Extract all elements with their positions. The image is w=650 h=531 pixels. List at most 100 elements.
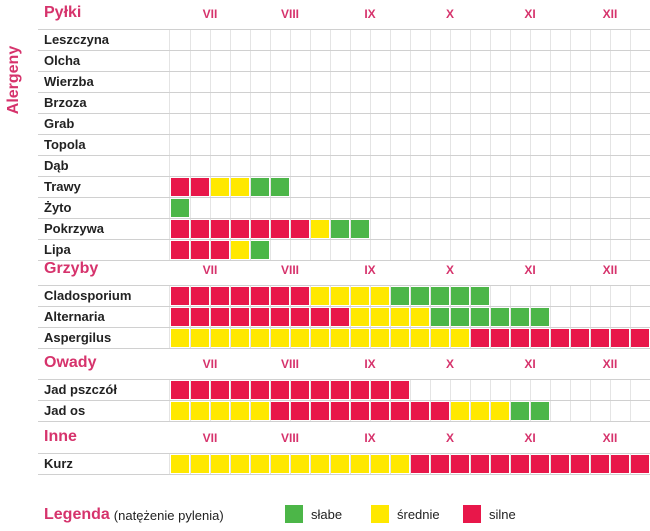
intensity-cells bbox=[169, 30, 650, 50]
grid-line bbox=[470, 219, 471, 239]
grid-line bbox=[570, 307, 571, 327]
intensity-cell-strong bbox=[491, 455, 509, 473]
grid-line bbox=[350, 177, 351, 197]
intensity-cell-medium bbox=[251, 329, 269, 347]
grid-line bbox=[350, 114, 351, 134]
grid-line bbox=[390, 51, 391, 71]
grid-line bbox=[210, 177, 211, 197]
grid-line bbox=[630, 114, 631, 134]
grid-line bbox=[270, 72, 271, 92]
grid-line bbox=[470, 240, 471, 260]
intensity-cell-medium bbox=[351, 455, 369, 473]
grid-line bbox=[450, 198, 451, 218]
grid-line bbox=[470, 93, 471, 113]
month-label: X bbox=[445, 431, 454, 445]
month-label: VIII bbox=[280, 7, 299, 21]
grid-line bbox=[210, 240, 211, 260]
grid-line bbox=[169, 219, 170, 239]
grid-line bbox=[230, 198, 231, 218]
grid-line bbox=[530, 454, 531, 474]
intensity-cell-strong bbox=[291, 308, 309, 326]
grid-line bbox=[490, 328, 491, 348]
allergen-grid-inne: Kurz bbox=[38, 453, 650, 475]
intensity-cell-strong bbox=[371, 402, 389, 420]
intensity-cell-strong bbox=[531, 455, 549, 473]
intensity-cells bbox=[169, 72, 650, 92]
intensity-cell-strong bbox=[211, 241, 229, 259]
intensity-cell-weak bbox=[251, 178, 269, 196]
grid-line bbox=[470, 177, 471, 197]
intensity-cells bbox=[169, 177, 650, 197]
section-title-owady: Owady bbox=[44, 354, 97, 371]
intensity-cell-strong bbox=[611, 329, 629, 347]
grid-line bbox=[510, 156, 511, 176]
grid-line bbox=[350, 219, 351, 239]
grid-line bbox=[510, 328, 511, 348]
intensity-cell-strong bbox=[391, 402, 409, 420]
intensity-cell-weak bbox=[171, 199, 189, 217]
grid-line bbox=[250, 401, 251, 421]
intensity-cell-weak bbox=[511, 402, 529, 420]
grid-line bbox=[610, 156, 611, 176]
grid-line bbox=[630, 51, 631, 71]
grid-line bbox=[530, 135, 531, 155]
grid-line bbox=[350, 286, 351, 306]
grid-line bbox=[530, 286, 531, 306]
grid-line bbox=[290, 307, 291, 327]
intensity-cell-strong bbox=[471, 329, 489, 347]
grid-line bbox=[290, 401, 291, 421]
intensity-cells bbox=[169, 380, 650, 400]
grid-line bbox=[270, 328, 271, 348]
grid-line bbox=[270, 156, 271, 176]
grid-line bbox=[410, 401, 411, 421]
grid-line bbox=[410, 307, 411, 327]
month-label: VIII bbox=[280, 431, 299, 445]
intensity-cell-weak bbox=[531, 308, 549, 326]
intensity-cell-medium bbox=[171, 402, 189, 420]
grid-line bbox=[570, 177, 571, 197]
intensity-cell-medium bbox=[371, 287, 389, 305]
grid-line bbox=[390, 93, 391, 113]
grid-line bbox=[590, 454, 591, 474]
grid-line bbox=[370, 307, 371, 327]
grid-line bbox=[450, 93, 451, 113]
grid-line bbox=[530, 307, 531, 327]
grid-line bbox=[530, 198, 531, 218]
grid-line bbox=[370, 328, 371, 348]
grid-line bbox=[590, 177, 591, 197]
grid-line bbox=[310, 454, 311, 474]
grid-line bbox=[290, 156, 291, 176]
grid-line bbox=[250, 177, 251, 197]
grid-line bbox=[470, 114, 471, 134]
grid-line bbox=[250, 328, 251, 348]
intensity-cell-strong bbox=[311, 381, 329, 399]
grid-line bbox=[330, 380, 331, 400]
grid-line bbox=[630, 156, 631, 176]
section-title-grzyby: Grzyby bbox=[44, 260, 99, 277]
grid-line bbox=[630, 72, 631, 92]
grid-line bbox=[490, 401, 491, 421]
grid-line bbox=[490, 114, 491, 134]
intensity-cell-strong bbox=[191, 287, 209, 305]
intensity-cell-strong bbox=[291, 220, 309, 238]
grid-line bbox=[310, 51, 311, 71]
grid-line bbox=[530, 240, 531, 260]
allergen-name: Brzoza bbox=[44, 95, 87, 110]
grid-line bbox=[390, 219, 391, 239]
grid-line bbox=[370, 93, 371, 113]
intensity-cell-medium bbox=[351, 329, 369, 347]
legend-item-weak: słabe bbox=[285, 505, 342, 523]
intensity-cell-strong bbox=[171, 241, 189, 259]
intensity-cell-strong bbox=[291, 381, 309, 399]
intensity-cell-medium bbox=[411, 329, 429, 347]
intensity-cell-medium bbox=[491, 402, 509, 420]
intensity-cell-strong bbox=[271, 381, 289, 399]
intensity-cell-medium bbox=[191, 455, 209, 473]
grid-line bbox=[250, 286, 251, 306]
grid-line bbox=[590, 198, 591, 218]
grid-line bbox=[390, 401, 391, 421]
legend-label-strong: silne bbox=[489, 506, 516, 522]
intensity-cell-weak bbox=[491, 308, 509, 326]
month-header: VII VIII IX X XI XII bbox=[170, 431, 650, 449]
intensity-cell-medium bbox=[311, 287, 329, 305]
